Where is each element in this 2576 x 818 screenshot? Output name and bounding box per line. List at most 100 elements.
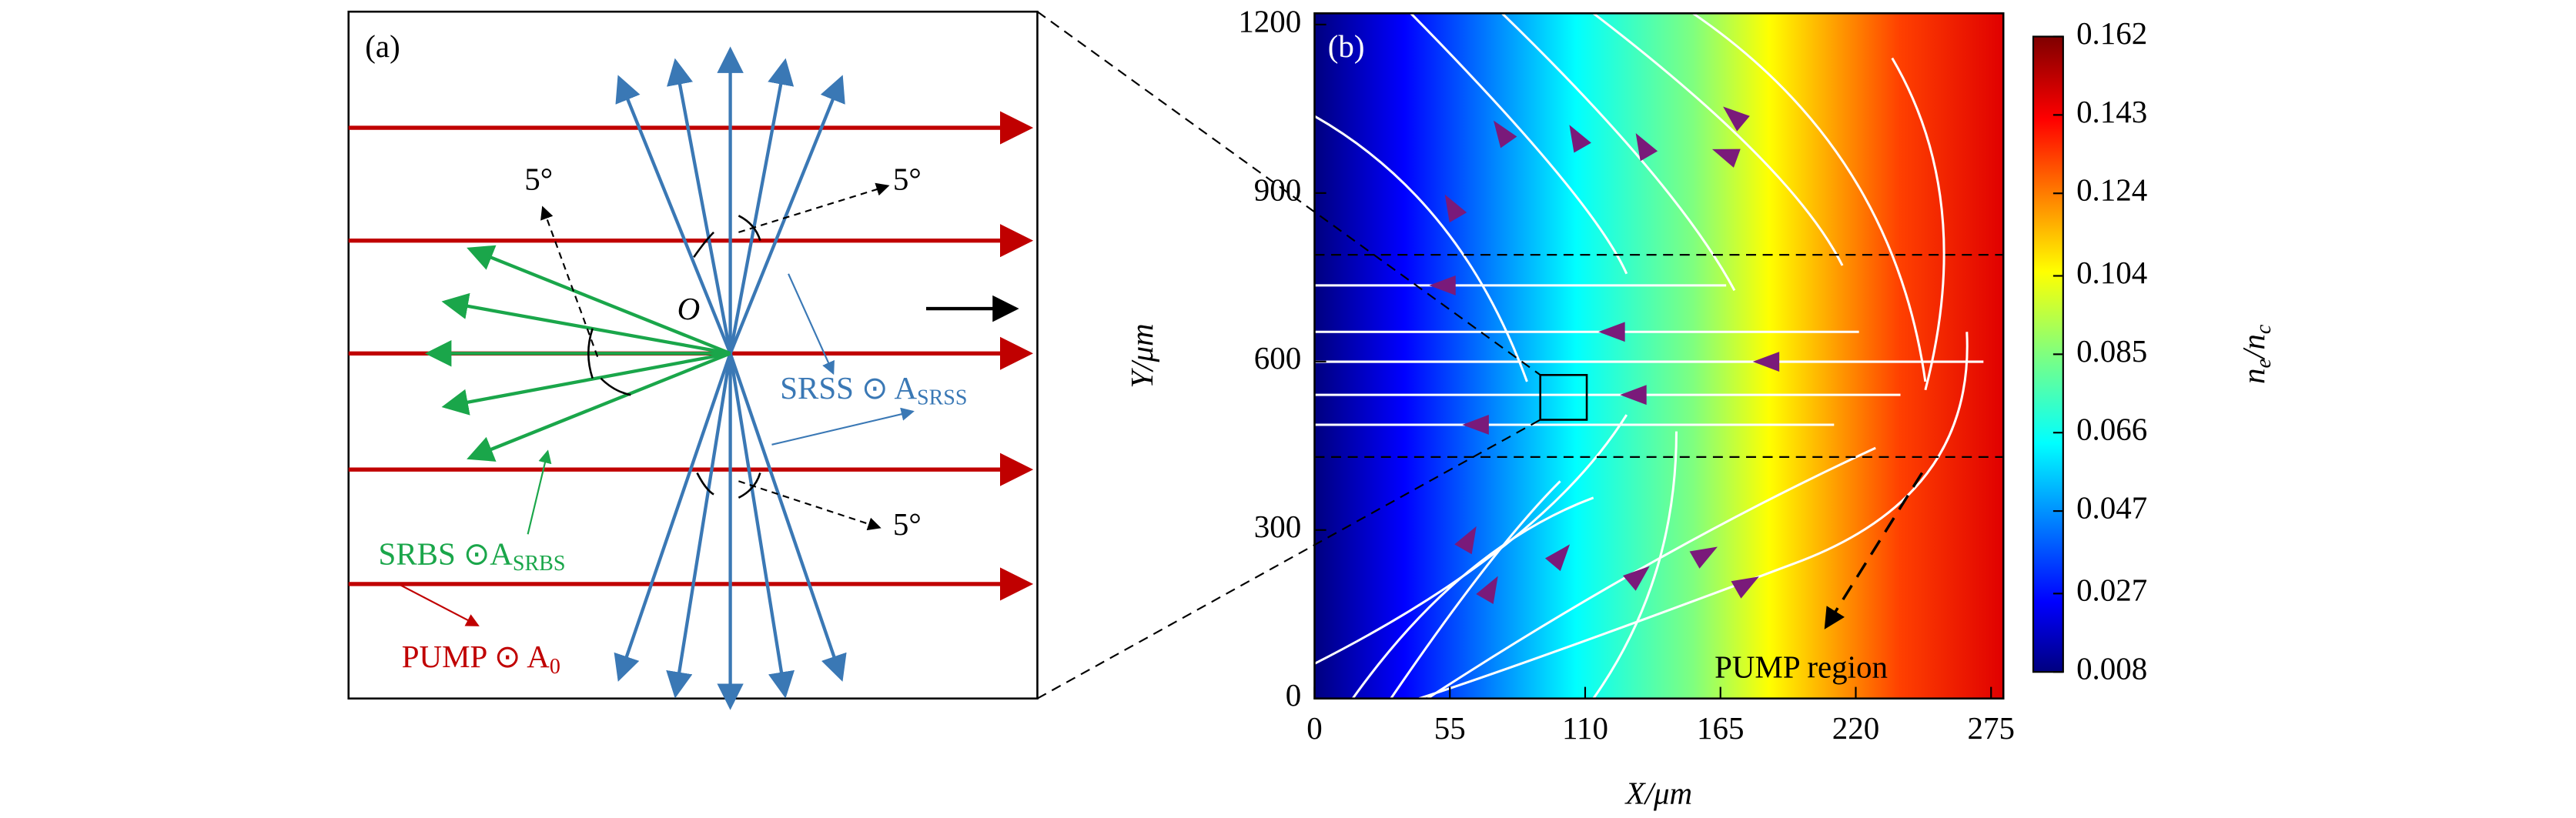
angle-guide [738, 480, 882, 531]
angle-label: 5° [893, 506, 922, 542]
panel-b: (b) PUMP region 0 55 110 165 220 275 0 300 600 900 1… [1036, 3, 2276, 810]
colorbar-label: ne/nc [2236, 324, 2276, 384]
srbs-ray [467, 245, 731, 356]
y-tick-label: 900 [1254, 172, 1301, 207]
x-tick-label: 110 [1562, 710, 1608, 746]
colorbar-tick-label: 0.162 [2076, 15, 2147, 51]
angle-guide [540, 205, 599, 357]
streamline [1592, 12, 1844, 266]
beam-label: SRBS ⊙ASRBS [379, 536, 566, 576]
colorbar-tick-label: 0.066 [2076, 412, 2147, 447]
colorbar-tick-label: 0.143 [2076, 94, 2147, 129]
beam-sub: 0 [550, 655, 560, 679]
frame [1313, 12, 2005, 700]
beam-name: PUMP ⊙ A [402, 639, 550, 675]
srss-ray [667, 58, 732, 354]
angle-label: 5° [524, 162, 553, 197]
streamline [1501, 12, 1736, 292]
zoom-link [1036, 11, 1541, 376]
angle-arc [738, 472, 761, 499]
pointer [397, 583, 480, 626]
flow-arrow [1623, 566, 1650, 591]
x-tick-label: 165 [1697, 710, 1744, 746]
beam-label: SRSS ⊙ ASRSS [780, 370, 967, 410]
srss-ray [614, 352, 732, 682]
angle-arc [587, 328, 594, 379]
y-tick-label: 300 [1254, 509, 1301, 544]
x-tick-label: 0 [1306, 710, 1322, 746]
colorbar-label-part: c [2252, 324, 2276, 334]
beam-sub: SRBS [513, 553, 566, 576]
y-tick-label: 0 [1286, 677, 1301, 713]
flow-arrow [1544, 544, 1571, 572]
streamline [1592, 431, 1678, 699]
srbs-ray [441, 292, 731, 356]
colorbar-tick-label: 0.027 [2076, 573, 2147, 608]
flow-arrow [1731, 576, 1759, 599]
flow-arrow [1752, 352, 1780, 372]
flow-arrow [1493, 120, 1517, 149]
colorbar-label-part: /n [2236, 334, 2271, 360]
x-tick-label: 275 [1968, 710, 2015, 746]
pump-direction [1824, 472, 1924, 629]
flow-arrow [1454, 526, 1477, 555]
streamline [1410, 12, 1628, 275]
srss-ray [728, 75, 845, 355]
x-axis-label: X/μm [1624, 775, 1693, 810]
angle-arc [600, 377, 631, 396]
colorbar-tick-label: 0.008 [2076, 651, 2147, 686]
angle-arc [696, 472, 714, 496]
srss-ray [728, 352, 847, 682]
flow-arrow [1689, 546, 1718, 569]
colorbar-tick-label: 0.104 [2076, 255, 2147, 290]
streamline [1891, 57, 1945, 391]
streamline [1427, 446, 1876, 699]
colorbar-tick-label: 0.047 [2076, 490, 2147, 526]
angle-guide [738, 182, 890, 233]
streamline [1692, 12, 1927, 382]
srbs-ray [467, 352, 731, 462]
colorbar-label-part: n [2236, 368, 2271, 383]
beam-name: SRSS ⊙ A [780, 370, 917, 406]
beam-name: SRBS ⊙A [379, 536, 514, 572]
y-tick-label: 600 [1254, 340, 1301, 376]
streamline [1313, 115, 1528, 382]
annotation: PUMP region [1715, 649, 1888, 684]
panel-a: (a) O 5° 5° 5° SRSS ⊙ ASRSS SRBS ⊙ASRBS PUMP ⊙ … [347, 10, 1039, 710]
srss-ray [615, 75, 732, 355]
flow-arrow [1723, 106, 1750, 132]
pointer [788, 273, 835, 376]
colorbar-label-part: e [2252, 359, 2276, 368]
x-tick-label: 220 [1832, 710, 1879, 746]
beam-sub: SRSS [917, 386, 967, 410]
panel-tag: (a) [365, 28, 400, 64]
panel-tag: (b) [1328, 28, 1365, 64]
pointer [527, 449, 552, 535]
flow-arrow [1462, 415, 1489, 435]
flow-arrow [1620, 385, 1647, 406]
streamline [1351, 496, 1594, 699]
streamline [1418, 332, 1969, 700]
colorbar-tick-label: 0.124 [2076, 172, 2147, 208]
y-axis-label: Y/μm [1124, 323, 1159, 388]
srss-ray [728, 352, 795, 699]
flow-arrow [1635, 132, 1658, 162]
origin-label: O [677, 291, 701, 326]
angle-arc [693, 231, 714, 258]
flow-arrow [1444, 194, 1467, 223]
colorbar-tick-label: 0.085 [2076, 333, 2147, 369]
srss-ray [728, 58, 795, 354]
angle-label: 5° [893, 162, 922, 197]
flow-arrow [1569, 125, 1591, 153]
srss-ray [666, 352, 732, 699]
y-tick-label: 1200 [1238, 3, 1301, 38]
zoom-box [1539, 374, 1588, 421]
flow-arrow [1429, 275, 1456, 295]
beam-label: PUMP ⊙ A0 [402, 639, 560, 679]
srbs-ray [441, 352, 731, 416]
flow-arrow [1476, 576, 1498, 604]
x-tick-label: 55 [1434, 710, 1466, 746]
flow-arrow [1711, 149, 1741, 168]
flow-arrow [1598, 322, 1625, 342]
